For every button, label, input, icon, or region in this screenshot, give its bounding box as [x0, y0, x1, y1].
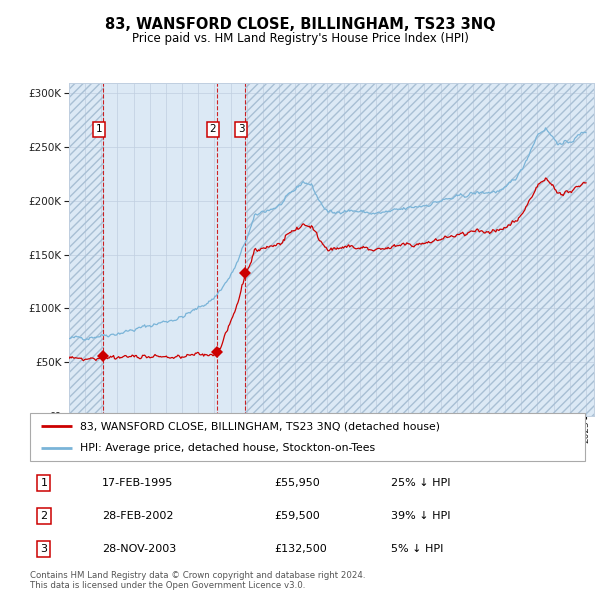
Text: 3: 3	[238, 124, 245, 135]
Text: 28-NOV-2003: 28-NOV-2003	[102, 544, 176, 554]
Text: £55,950: £55,950	[274, 478, 320, 488]
Text: 1: 1	[96, 124, 103, 135]
Bar	[245, 83, 594, 416]
Text: 28-FEB-2002: 28-FEB-2002	[102, 511, 173, 521]
Text: 1: 1	[40, 478, 47, 488]
Text: 3: 3	[40, 544, 47, 554]
Text: 83, WANSFORD CLOSE, BILLINGHAM, TS23 3NQ: 83, WANSFORD CLOSE, BILLINGHAM, TS23 3NQ	[104, 17, 496, 31]
Text: 83, WANSFORD CLOSE, BILLINGHAM, TS23 3NQ (detached house): 83, WANSFORD CLOSE, BILLINGHAM, TS23 3NQ…	[80, 421, 440, 431]
Text: Price paid vs. HM Land Registry's House Price Index (HPI): Price paid vs. HM Land Registry's House …	[131, 32, 469, 45]
Text: 39% ↓ HPI: 39% ↓ HPI	[391, 511, 450, 521]
Text: 17-FEB-1995: 17-FEB-1995	[102, 478, 173, 488]
FancyBboxPatch shape	[30, 413, 585, 461]
Text: 5% ↓ HPI: 5% ↓ HPI	[391, 544, 443, 554]
Text: £132,500: £132,500	[274, 544, 327, 554]
Text: 25% ↓ HPI: 25% ↓ HPI	[391, 478, 450, 488]
Text: HPI: Average price, detached house, Stockton-on-Tees: HPI: Average price, detached house, Stoc…	[80, 443, 375, 453]
Text: 2: 2	[209, 124, 216, 135]
Text: Contains HM Land Registry data © Crown copyright and database right 2024.
This d: Contains HM Land Registry data © Crown c…	[30, 571, 365, 590]
Text: £59,500: £59,500	[274, 511, 320, 521]
Bar	[69, 83, 103, 416]
Text: 2: 2	[40, 511, 47, 521]
